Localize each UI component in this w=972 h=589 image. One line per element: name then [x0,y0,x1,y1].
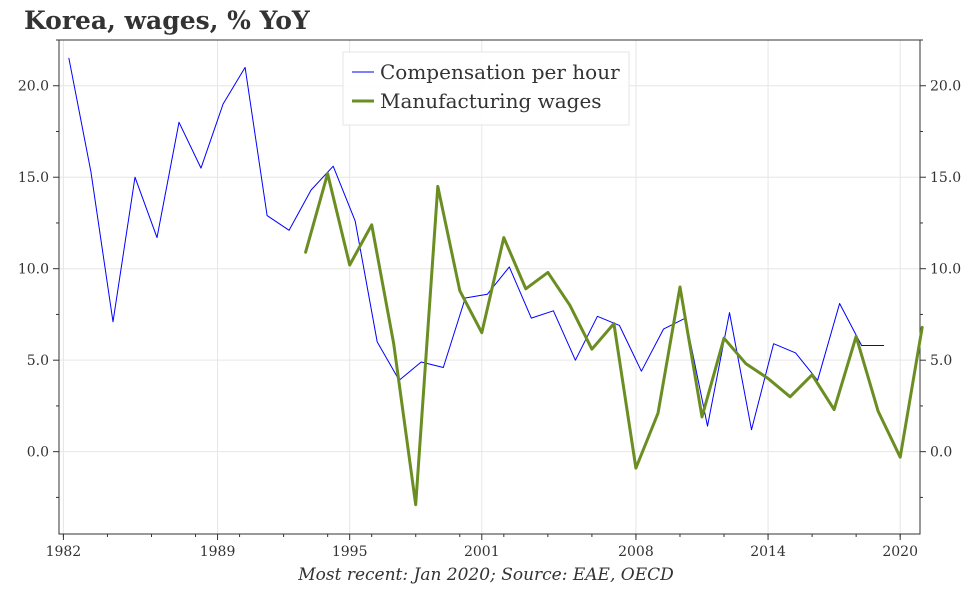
x-tick-label: 1989 [200,544,236,560]
x-tick-label: 2020 [882,544,918,560]
x-tick-label: 1982 [46,544,82,560]
y-tick-label-left: 0.0 [27,445,49,461]
y-tick-label-right: 10.0 [930,262,961,278]
series-line-compensation-per-hour [68,57,885,431]
x-axis: 1982 1989 1995 2001 2008 2014 2020 [46,534,918,560]
y-tick-label-right: 0.0 [930,445,952,461]
y-tick-label-right: 20.0 [930,79,961,95]
y-tick-label-right: 5.0 [930,353,952,369]
x-tick-label: 2001 [464,544,500,560]
y-axis-left: 0.0 5.0 10.0 15.0 20.0 [18,39,59,498]
y-axis-right: 0.0 5.0 10.0 15.0 20.0 [920,39,961,498]
series-layer [68,57,924,507]
source-note: Most recent: Jan 2020; Source: EAE, OECD [298,565,674,585]
y-tick-label-left: 5.0 [27,353,49,369]
x-tick-label: 1995 [332,544,368,560]
y-tick-label-left: 10.0 [18,262,49,278]
legend: Compensation per hour Manufacturing wage… [342,51,630,126]
plot-frame [58,39,921,535]
y-tick-label-right: 15.0 [930,170,961,186]
series-line-manufacturing-wages [304,172,924,507]
y-tick-label-left: 20.0 [18,79,49,95]
x-tick-label: 2008 [618,544,654,560]
y-tick-label-left: 15.0 [18,170,49,186]
chart-title: Korea, wages, % YoY [24,6,310,35]
legend-label-compensation: Compensation per hour [380,60,620,84]
x-tick-label: 2014 [750,544,786,560]
legend-box [342,51,630,126]
legend-label-manufacturing: Manufacturing wages [380,89,602,113]
